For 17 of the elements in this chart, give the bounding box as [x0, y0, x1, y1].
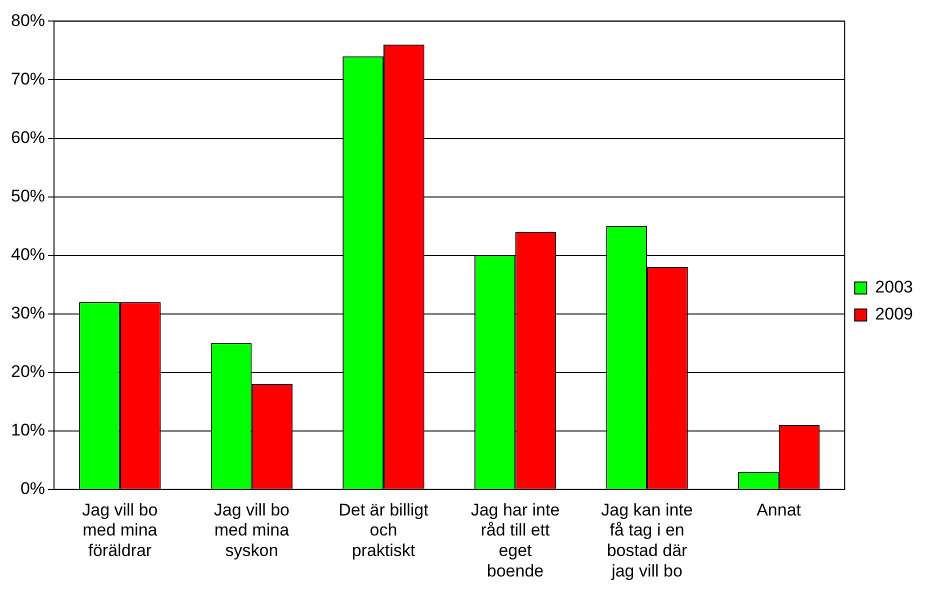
y-tick-label: 80% [10, 10, 46, 30]
x-tick-label: Jag kan inte få tag i en bostad där jag vill bo [601, 500, 693, 580]
legend-label: 2003 [875, 278, 914, 297]
y-tick-label: 60% [10, 128, 46, 147]
y-tick-label: 70% [10, 69, 46, 88]
y-tick-label: 10% [10, 420, 46, 440]
y-tick-label: 50% [10, 186, 46, 206]
y-tick-label: 0% [20, 479, 46, 498]
x-tick-label: Jag vill bo med mina föräldrar [82, 500, 158, 560]
y-tick-label: 20% [10, 362, 46, 382]
x-tick-label: Annat [756, 500, 802, 520]
x-tick-label: Jag har inte råd till ett eget boende [470, 500, 560, 580]
x-tick-label: Jag vill bo med mina syskon [214, 500, 290, 560]
legend-label: 2009 [875, 304, 914, 324]
x-tick-label: Det är billigt och praktiskt [338, 500, 429, 560]
y-tick-label: 40% [10, 244, 46, 264]
y-tick-label: 30% [10, 304, 46, 323]
